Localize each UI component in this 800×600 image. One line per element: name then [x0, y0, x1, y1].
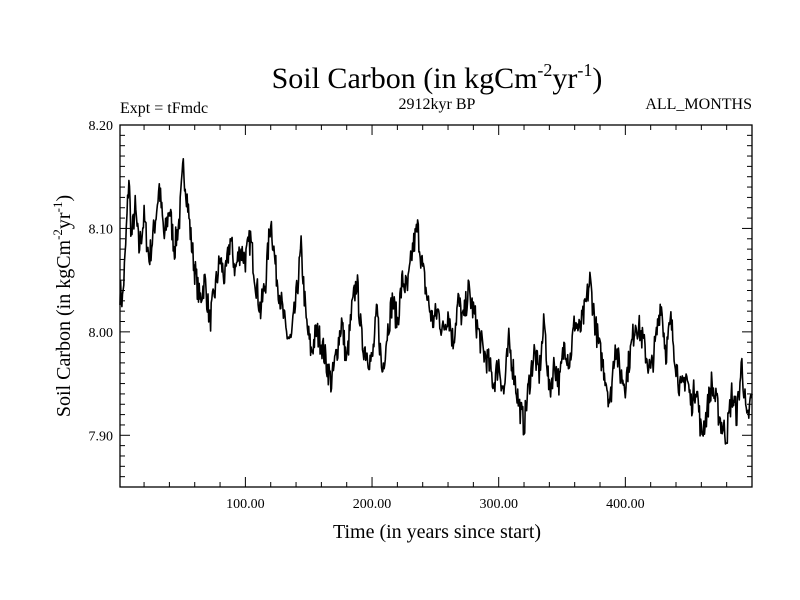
- plot-frame: [119, 124, 753, 488]
- y-tick-label: 7.90: [89, 429, 114, 444]
- x-tick-label: 100.00: [226, 497, 265, 512]
- y-tick-label: 8.20: [89, 119, 114, 134]
- chart-title: Soil Carbon (in kgCm-2yr-1): [272, 60, 603, 95]
- x-tick-label: 400.00: [606, 497, 645, 512]
- y-tick-label: 8.00: [89, 326, 114, 341]
- period-label: 2912kyr BP: [399, 96, 476, 113]
- x-axis-label: Time (in years since start): [333, 521, 541, 543]
- x-tick-label: 200.00: [353, 497, 392, 512]
- axis-ticks: 100.00 200.00 300.00 400.00 7.90 8.00 8.10 8.20: [89, 119, 752, 512]
- y-tick-label: 8.10: [89, 222, 114, 237]
- data-series: [119, 158, 753, 445]
- months-label: ALL_MONTHS: [645, 96, 752, 113]
- y-axis-label: Soil Carbon (in kgCm-2yr-1): [50, 195, 75, 417]
- experiment-label: Expt = tFmdc: [120, 100, 208, 117]
- x-tick-label: 300.00: [479, 497, 518, 512]
- series-line: [119, 158, 753, 445]
